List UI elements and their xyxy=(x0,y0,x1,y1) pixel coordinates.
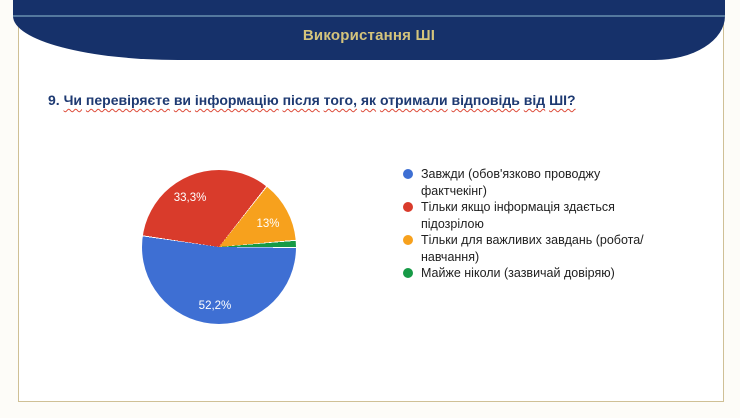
slice-label-always: 52,2% xyxy=(198,299,232,312)
slice-label-important-tasks: 13% xyxy=(256,218,280,231)
question-text: Чи перевіряєте ви інформацію після того,… xyxy=(63,92,576,108)
legend-item-suspicious: Тільки якщо інформація здається підозріл… xyxy=(403,199,673,232)
legend-dot-blue-icon xyxy=(403,169,413,179)
legend-item-important-tasks: Тільки для важливих завдань (робота/навч… xyxy=(403,232,673,265)
banner-divider-line xyxy=(13,15,725,17)
chart-legend: Завжди (обов'язково проводжу фактчекінг)… xyxy=(403,166,673,282)
slice-label-suspicious: 33,3% xyxy=(173,192,207,205)
slide-header-title: Використання ШІ xyxy=(302,27,436,44)
pie-graphic: 52,2% 33,3% 13% xyxy=(142,170,296,324)
question-title: 9. Чи перевіряєте ви інформацію після то… xyxy=(48,92,688,108)
legend-label: Завжди (обов'язково проводжу фактчекінг) xyxy=(421,167,601,198)
legend-dot-red-icon xyxy=(403,202,413,212)
legend-dot-green-icon xyxy=(403,268,413,278)
question-number: 9. xyxy=(48,92,60,108)
legend-label: Тільки для важливих завдань (робота/навч… xyxy=(421,233,644,264)
header-banner: Використання ШІ xyxy=(13,0,725,60)
slide-border-frame xyxy=(18,15,724,402)
legend-label: Тільки якщо інформація здається підозріл… xyxy=(421,200,615,231)
legend-label: Майже ніколи (зазвичай довіряю) xyxy=(421,266,615,280)
legend-dot-orange-icon xyxy=(403,235,413,245)
legend-item-almost-never: Майже ніколи (зазвичай довіряю) xyxy=(403,265,673,282)
legend-item-always: Завжди (обов'язково проводжу фактчекінг) xyxy=(403,166,673,199)
